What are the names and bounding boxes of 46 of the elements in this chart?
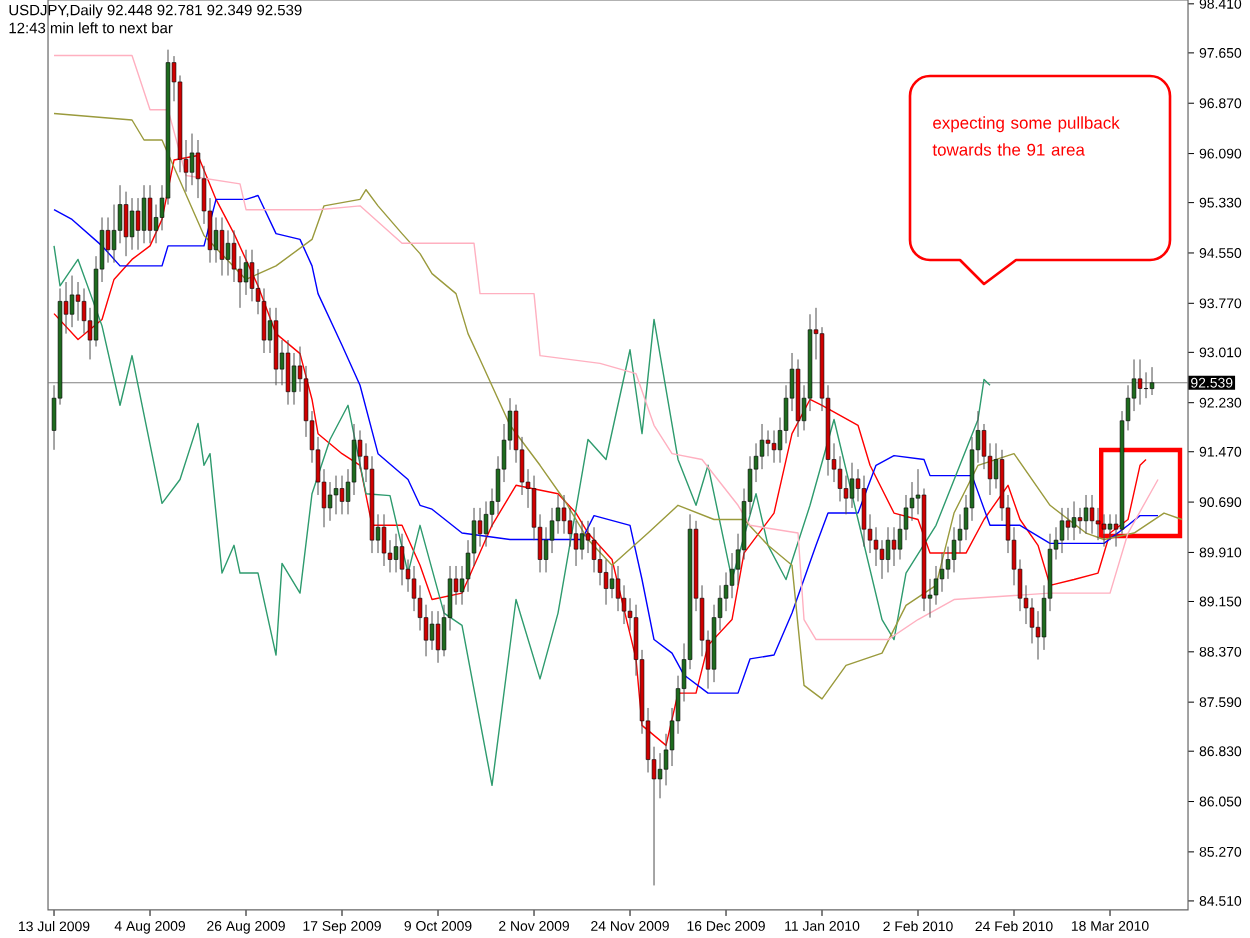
candlestick	[765, 429, 771, 457]
line-series	[53, 112, 1183, 700]
candlestick	[849, 462, 855, 509]
candlestick	[477, 507, 483, 548]
candlestick	[891, 526, 897, 567]
candlestick	[189, 133, 195, 186]
candlestick	[105, 216, 111, 264]
candlestick	[291, 352, 297, 406]
candlestick	[135, 197, 141, 251]
annotation: expecting some pullback towards the 91 area	[932, 116, 1120, 156]
candlestick	[123, 191, 129, 257]
candlestick	[1143, 371, 1149, 399]
candlestick	[771, 429, 777, 464]
candlestick	[1077, 507, 1083, 535]
candlestick	[1083, 494, 1089, 535]
candlestick	[609, 565, 615, 599]
candlestick	[129, 197, 135, 251]
candlestick	[219, 216, 225, 277]
candlestick	[327, 481, 333, 522]
candlestick	[393, 533, 399, 573]
candlestick	[579, 520, 585, 561]
candlestick	[1149, 366, 1155, 396]
line-series	[53, 194, 1159, 694]
candlestick	[69, 275, 75, 328]
candlestick	[141, 184, 147, 244]
candlestick	[381, 513, 387, 567]
candlestick	[213, 216, 219, 264]
candlestick	[333, 475, 339, 515]
candlestick	[1071, 500, 1077, 541]
candlestick	[885, 526, 891, 573]
candlestick	[225, 229, 231, 277]
candlestick	[1089, 494, 1095, 535]
candlestick	[1059, 507, 1065, 554]
candlestick	[399, 533, 405, 586]
candlestick	[861, 475, 867, 548]
candlestick	[435, 610, 441, 664]
candlestick	[1137, 358, 1143, 406]
candlestick	[285, 339, 291, 406]
line-series	[53, 245, 991, 787]
line-series	[53, 54, 1159, 641]
candlestick	[1101, 513, 1107, 548]
candlestick	[147, 184, 153, 244]
candlestick	[429, 610, 435, 651]
candlestick	[1065, 507, 1071, 541]
candlestick	[339, 475, 345, 515]
candlestick	[1107, 513, 1113, 541]
